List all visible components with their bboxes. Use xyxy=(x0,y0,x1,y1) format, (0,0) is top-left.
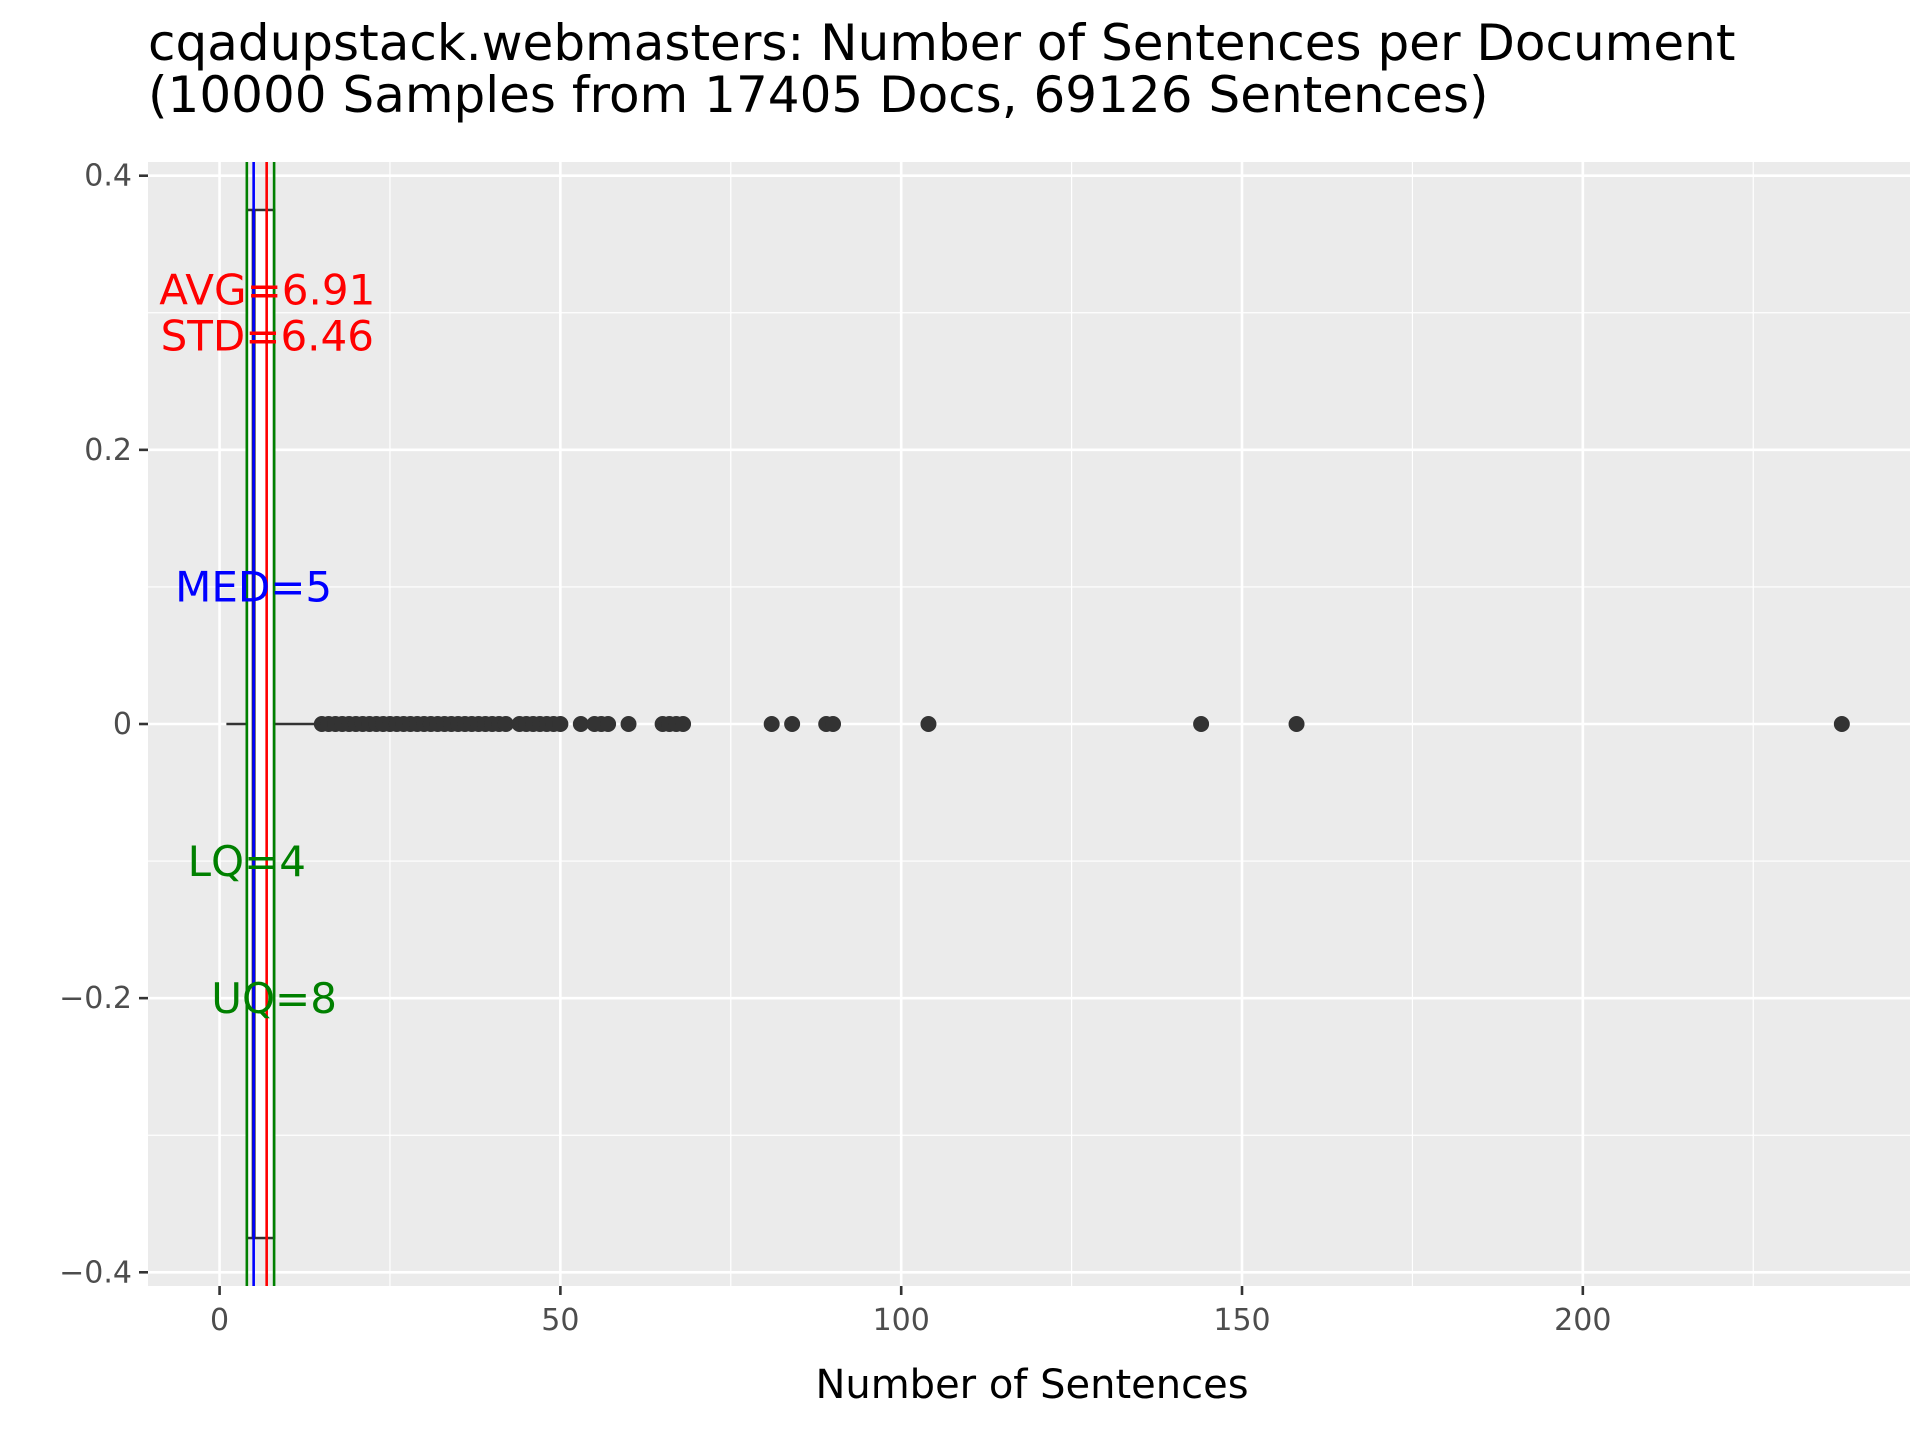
x-tick-label: 150 xyxy=(1213,1303,1270,1338)
outlier-point xyxy=(784,716,801,732)
x-tick-label: 50 xyxy=(541,1303,579,1338)
outlier-point xyxy=(620,716,637,732)
outlier-point xyxy=(572,716,589,732)
x-axis-title: Number of Sentences xyxy=(815,1362,1248,1408)
x-tick-label: 200 xyxy=(1554,1303,1611,1338)
y-tick-label: −0.2 xyxy=(59,981,132,1016)
outlier-point xyxy=(763,716,780,732)
annotation-line: MED=5 xyxy=(175,563,332,612)
outlier-point xyxy=(825,716,842,732)
y-axis: −0.4 −0.2 0 0.2 0.4 xyxy=(59,159,148,1290)
outlier-point xyxy=(497,716,514,732)
outlier-points xyxy=(313,716,1850,732)
x-tick-label: 0 xyxy=(210,1303,229,1338)
outlier-point xyxy=(1288,716,1305,732)
outlier-point xyxy=(552,716,569,732)
stat-annotations: AVG=6.91 STD=6.46 MED=5 LQ=4 UQ=8 xyxy=(159,265,375,1022)
annotation-line: UQ=8 xyxy=(211,974,337,1023)
outlier-point xyxy=(1833,716,1850,732)
box-iqr xyxy=(245,208,276,1240)
x-axis: 0 50 100 150 200 xyxy=(210,1286,1611,1338)
annotation-med: MED=5 xyxy=(175,563,332,612)
x-tick-label: 100 xyxy=(873,1303,930,1338)
annotation-uq: UQ=8 xyxy=(211,974,337,1023)
y-tick-label: 0 xyxy=(113,707,132,742)
annotation-line: AVG=6.91 xyxy=(159,265,375,314)
y-tick-label: 0.4 xyxy=(84,159,132,194)
outlier-point xyxy=(675,716,692,732)
annotation-avg: AVG=6.91 STD=6.46 xyxy=(159,265,375,360)
y-tick-label: 0.2 xyxy=(84,433,132,468)
chart-title-line-2: (10000 Samples from 17405 Docs, 69126 Se… xyxy=(148,66,1489,124)
outlier-point xyxy=(600,716,617,732)
annotation-line: STD=6.46 xyxy=(161,312,374,361)
y-tick-label: −0.4 xyxy=(59,1255,132,1290)
annotation-line: LQ=4 xyxy=(188,837,306,886)
stat-lines xyxy=(245,162,276,1286)
outlier-point xyxy=(920,716,937,732)
annotation-lq: LQ=4 xyxy=(188,837,306,886)
chart-title-line-1: cqadupstack.webmasters: Number of Senten… xyxy=(148,14,1735,72)
outlier-point xyxy=(1193,716,1210,732)
